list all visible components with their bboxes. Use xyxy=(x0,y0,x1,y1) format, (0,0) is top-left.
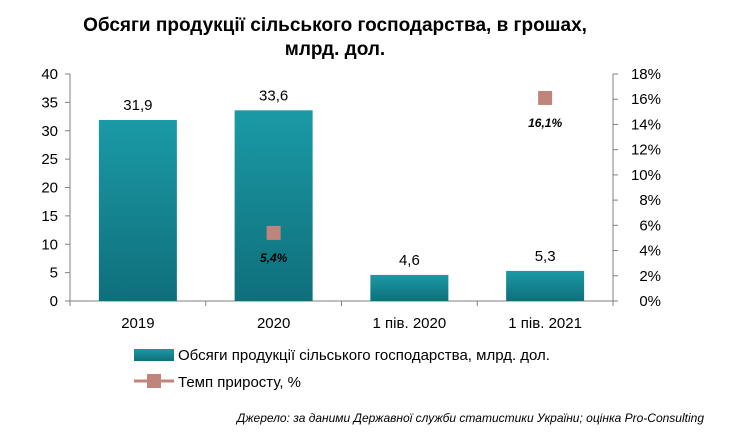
bar xyxy=(234,110,313,301)
bar xyxy=(98,119,177,301)
x-tick-label: 1 пів. 2020 xyxy=(373,315,447,332)
bar xyxy=(506,270,585,301)
source-note: Джерело: за даними Державної служби стат… xyxy=(236,411,704,425)
legend-swatch-bar xyxy=(134,349,174,361)
legend-swatch-growth xyxy=(147,374,161,388)
x-tick-label: 1 пів. 2021 xyxy=(508,315,582,332)
y-tick-label: 25 xyxy=(41,151,58,168)
y2-tick-label: 12% xyxy=(631,142,661,159)
chart-title-line2: млрд. дол. xyxy=(284,39,386,60)
y-tick-label: 20 xyxy=(41,180,58,197)
y-tick-label: 10 xyxy=(41,236,58,253)
y2-tick-label: 6% xyxy=(639,217,661,234)
x-tick-label: 2020 xyxy=(257,315,290,332)
y2-tick-label: 4% xyxy=(639,243,661,260)
bar-value-label: 5,3 xyxy=(535,248,556,265)
bar xyxy=(370,274,449,301)
y2-tick-label: 16% xyxy=(631,91,661,108)
y-tick-label: 35 xyxy=(41,94,58,111)
y2-tick-label: 0% xyxy=(639,293,661,310)
growth-marker xyxy=(538,90,553,105)
y-tick-label: 40 xyxy=(41,66,58,83)
y-tick-label: 5 xyxy=(50,265,58,282)
bar-value-label: 31,9 xyxy=(123,97,152,114)
growth-marker xyxy=(266,225,281,240)
y2-tick-label: 2% xyxy=(639,268,661,285)
y2-tick-label: 14% xyxy=(631,116,661,133)
growth-value-label: 5,4% xyxy=(260,251,288,265)
y2-tick-label: 18% xyxy=(631,66,661,83)
legend-label-growth: Темп приросту, % xyxy=(178,374,301,391)
bar-value-label: 4,6 xyxy=(399,252,420,269)
bar-value-label: 33,6 xyxy=(259,87,288,104)
y2-tick-label: 10% xyxy=(631,167,661,184)
x-tick-label: 2019 xyxy=(121,315,154,332)
legend-label-bar: Обсяги продукції сільського господарства… xyxy=(178,347,550,364)
y-tick-label: 15 xyxy=(41,208,58,225)
chart-title: Обсяги продукції сільського господарства… xyxy=(0,14,670,62)
growth-value-label: 16,1% xyxy=(528,116,562,130)
y-tick-label: 0 xyxy=(50,293,58,310)
y2-tick-label: 8% xyxy=(639,192,661,209)
y-tick-label: 30 xyxy=(41,123,58,140)
chart-title-line1: Обсяги продукції сільського господарства… xyxy=(83,15,587,36)
